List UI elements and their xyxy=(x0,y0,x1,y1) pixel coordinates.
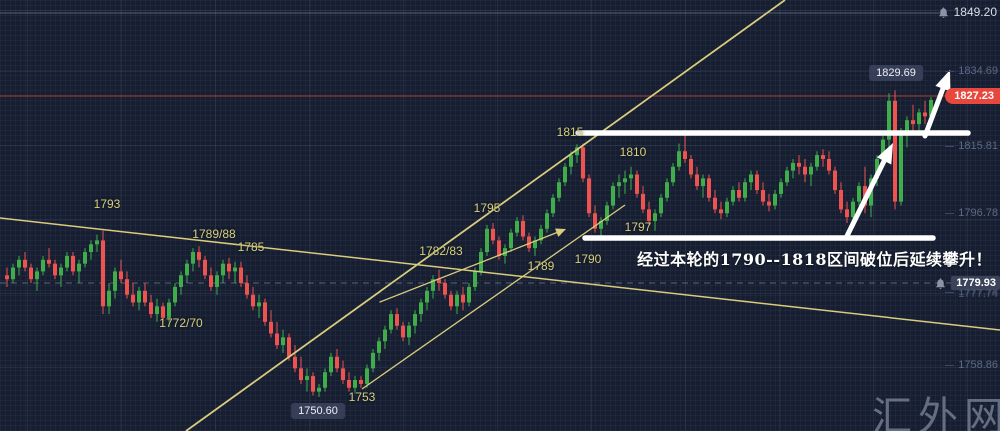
chart-price-label: 1753 xyxy=(348,390,376,404)
axis-price-label: 1834.69 xyxy=(945,65,998,77)
chart-price-label: 1797 xyxy=(624,220,652,234)
chart-price-label: 1782/83 xyxy=(419,244,463,258)
price-alert-mid[interactable]: 1779.93 xyxy=(934,276,1000,290)
bell-icon xyxy=(938,6,948,18)
alert-mid-sub-value: 1777.74 xyxy=(958,288,998,300)
bell-icon xyxy=(936,277,946,289)
chart-price-label: 1810 xyxy=(619,145,647,159)
session-high-badge: 1829.69 xyxy=(869,65,923,81)
watermark-text: 汇外网 xyxy=(872,394,1000,431)
axis-tick xyxy=(945,291,955,293)
axis-price-label: 1758.86 xyxy=(945,359,998,371)
current-price-badge: 1827.23 xyxy=(945,88,1000,104)
chart-price-label: 1793 xyxy=(93,197,121,211)
axis-tick xyxy=(945,70,955,72)
chart-price-label: 1790 xyxy=(574,252,602,266)
axis-tick xyxy=(945,212,955,214)
chart-price-label: 1815 xyxy=(556,125,584,139)
axis-price-label: 1796.78 xyxy=(945,207,998,219)
axis-price-label: 1815.81 xyxy=(945,140,998,152)
chart-price-label: 1785 xyxy=(237,240,265,254)
axis-tick xyxy=(945,364,955,366)
chart-price-label: 1789/88 xyxy=(192,227,236,241)
analysis-annotation-text: 经过本轮的1790--1818区间破位后延续攀升！ xyxy=(637,250,992,269)
alert-mid-value: 1779.93 xyxy=(951,276,1000,290)
axis-tick xyxy=(945,145,955,147)
alert-top-value: 1849.20 xyxy=(953,5,997,19)
chart-price-label: 1795 xyxy=(473,201,501,215)
session-low-badge: 1750.60 xyxy=(291,403,345,419)
chart-price-label: 1772/70 xyxy=(159,316,203,330)
price-alert-top[interactable]: 1849.20 xyxy=(937,5,997,19)
chart-price-label: 1789 xyxy=(527,259,555,273)
